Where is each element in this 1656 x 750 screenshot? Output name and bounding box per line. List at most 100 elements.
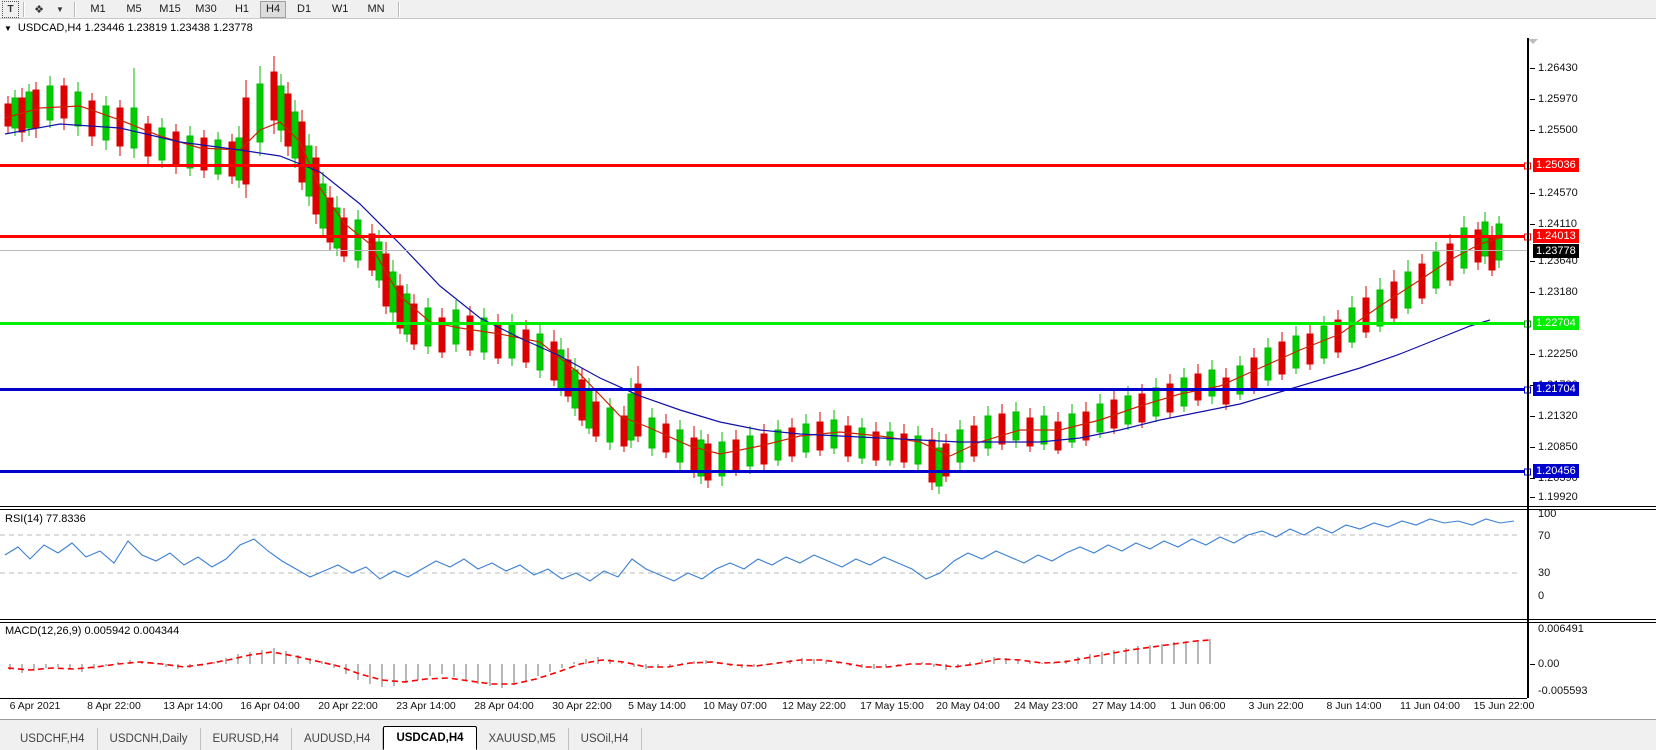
tab-usdchf-h4[interactable]: USDCHF,H4 [8, 728, 98, 750]
tab-eurusd-h4[interactable]: EURUSD,H4 [201, 728, 292, 750]
price-badge-resistance-2[interactable]: 1.24013 [1533, 229, 1579, 243]
macd-scale-label: 0.00 [1538, 658, 1560, 670]
time-tick: 3 Jun 22:00 [1248, 700, 1304, 712]
time-tick: 20 Apr 22:00 [318, 700, 378, 712]
price-badge-support-2[interactable]: 1.20456 [1533, 464, 1579, 478]
tab-usdcad-h4[interactable]: USDCAD,H4 [383, 726, 477, 750]
timeframe-m30[interactable]: M30 [195, 3, 217, 15]
price-tick: 1.24570 [1538, 187, 1578, 199]
rsi-scale-label: 30 [1538, 567, 1551, 579]
tab-usoil-h4[interactable]: USOil,H4 [569, 728, 642, 750]
timeframe-mn[interactable]: MN [367, 3, 385, 15]
support-line-122704[interactable] [0, 320, 1531, 327]
price-series-svg [4, 56, 1503, 494]
rsi-scale-label: 0 [1538, 590, 1545, 602]
panel-separator-macd [0, 619, 1656, 620]
price-plot[interactable] [0, 38, 1656, 503]
price-tick: 1.26430 [1538, 62, 1578, 74]
time-tick: 17 May 15:00 [860, 700, 924, 712]
rsi-plot[interactable] [0, 511, 1656, 601]
time-tick: 13 Apr 14:00 [163, 700, 223, 712]
price-tick: 1.24110 [1538, 218, 1577, 230]
support-line-121704[interactable] [0, 386, 1531, 393]
resistance-line-124013[interactable] [0, 233, 1531, 240]
time-tick: 16 Apr 04:00 [240, 700, 300, 712]
price-badge-last: 1.23778 [1533, 244, 1579, 258]
time-axis-labels: 6 Apr 2021 8 Apr 22:00 13 Apr 14:00 16 A… [0, 700, 1535, 716]
timeframe-w1[interactable]: W1 [331, 3, 349, 15]
time-tick: 5 May 14:00 [628, 700, 686, 712]
rsi-scale-label: 70 [1538, 530, 1551, 542]
time-tick: 10 May 07:00 [703, 700, 767, 712]
last-price-line [0, 250, 1527, 251]
macd-indicator-label: MACD(12,26,9) 0.005942 0.004344 [5, 625, 183, 637]
top-toolbar: T ❖ ▼ M1 M5 M15 M30 H1 H4 D1 W1 MN [0, 0, 1656, 19]
timeframe-m15[interactable]: M15 [159, 3, 181, 15]
toolbar-divider-3 [398, 1, 401, 17]
time-tick: 1 Jun 06:00 [1170, 700, 1226, 712]
ma-fast-line [4, 105, 1501, 457]
macd-signal-line [7, 639, 1211, 685]
scroll-indicator-icon [1528, 39, 1538, 44]
panel-separator-rsi [0, 506, 1656, 507]
time-tick: 30 Apr 22:00 [552, 700, 612, 712]
time-tick: 27 May 14:00 [1092, 700, 1156, 712]
toolbar-divider-1 [23, 1, 25, 17]
rsi-indicator-label: RSI(14) 77.8336 [5, 513, 89, 525]
price-tick: 1.21320 [1538, 410, 1578, 422]
time-tick: 8 Apr 22:00 [87, 700, 141, 712]
macd-scale-label: 0.006491 [1538, 623, 1584, 635]
price-tick: 1.20850 [1538, 441, 1578, 453]
timeframe-m5[interactable]: M5 [126, 3, 142, 15]
price-axis-labels: 1.26430 1.25970 1.25500 1.24570 1.24110 … [1530, 19, 1656, 719]
candlesticks [4, 56, 1503, 494]
price-badge-support-1[interactable]: 1.21704 [1533, 382, 1579, 396]
ma-slow-line [4, 123, 1491, 443]
time-tick: 11 Jun 04:00 [1400, 700, 1460, 712]
timeframe-h1[interactable]: H1 [234, 3, 250, 15]
price-axis[interactable] [1527, 38, 1529, 698]
macd-plot[interactable] [0, 624, 1656, 698]
price-tick: 1.23180 [1538, 286, 1578, 298]
timeframe-h4[interactable]: H4 [260, 0, 287, 18]
price-tick: 1.22250 [1538, 348, 1578, 360]
chevron-down-icon[interactable]: ▼ [4, 23, 12, 33]
macd-histogram [9, 639, 1211, 688]
rsi-series-svg [0, 518, 1520, 582]
tab-xauusd-m5[interactable]: XAUUSD,M5 [477, 728, 569, 750]
macd-scale-label: -0.005593 [1538, 685, 1588, 697]
crosshair-text-icon[interactable]: T [2, 0, 19, 18]
time-axis-line [0, 698, 1527, 699]
symbol-info-line: ▼ USDCAD,H4 1.23446 1.23819 1.23438 1.23… [0, 21, 253, 35]
rsi-line [4, 518, 1515, 582]
price-tick: 1.23640 [1538, 255, 1578, 267]
chevron-down-icon[interactable]: ▼ [56, 4, 64, 14]
symbol-ohlc-text: USDCAD,H4 1.23446 1.23819 1.23438 1.2377… [17, 22, 253, 34]
price-badge-resistance-1[interactable]: 1.25036 [1533, 158, 1579, 172]
support-line-120456[interactable] [0, 468, 1531, 475]
time-tick: 15 Jun 22:00 [1473, 700, 1535, 712]
resistance-line-125036[interactable] [0, 162, 1531, 169]
time-tick: 28 Apr 04:00 [474, 700, 534, 712]
time-tick: 12 May 22:00 [782, 700, 846, 712]
timeframe-m1[interactable]: M1 [90, 3, 106, 15]
panel-separator-rsi-2 [0, 509, 1656, 510]
time-tick: 23 Apr 14:00 [396, 700, 456, 712]
time-tick: 6 Apr 2021 [9, 700, 61, 712]
price-tick: 1.25500 [1538, 124, 1578, 136]
macd-series-svg [7, 639, 1211, 688]
tab-audusd-h4[interactable]: AUDUSD,H4 [292, 728, 384, 750]
time-tick: 8 Jun 14:00 [1326, 700, 1382, 712]
tab-usdcnh-daily[interactable]: USDCNH,Daily [98, 728, 201, 750]
time-tick: 20 May 04:00 [936, 700, 1000, 712]
chart-canvas[interactable]: ▼ USDCAD,H4 1.23446 1.23819 1.23438 1.23… [0, 19, 1656, 719]
price-tick: 1.25970 [1538, 93, 1578, 105]
indicators-icon[interactable]: ❖ [34, 3, 44, 16]
chart-tabbar: USDCHF,H4 USDCNH,Daily EURUSD,H4 AUDUSD,… [0, 719, 1656, 750]
toolbar-divider-2 [74, 1, 76, 17]
price-badge-support-mid[interactable]: 1.22704 [1533, 316, 1579, 330]
timeframe-d1[interactable]: D1 [297, 3, 312, 15]
price-tick: 1.19920 [1538, 491, 1578, 503]
time-tick: 24 May 23:00 [1014, 700, 1078, 712]
panel-separator-macd-2 [0, 622, 1656, 623]
